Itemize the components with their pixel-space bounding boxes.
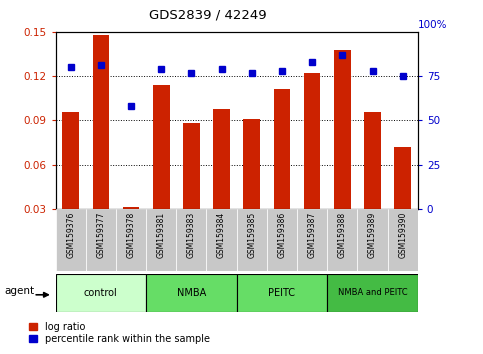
Text: GSM159388: GSM159388 [338, 212, 347, 258]
Bar [364, 112, 381, 209]
Text: NMBA and PEITC: NMBA and PEITC [338, 289, 407, 297]
Text: control: control [84, 288, 118, 298]
Bar [304, 73, 320, 209]
Bar [327, 274, 418, 312]
Bar [146, 274, 237, 312]
Text: GSM159390: GSM159390 [398, 212, 407, 258]
Bar [334, 50, 351, 209]
Text: GDS2839 / 42249: GDS2839 / 42249 [149, 9, 267, 22]
Bar [62, 112, 79, 209]
Bar [274, 89, 290, 209]
Bar [183, 123, 199, 209]
Text: GSM159377: GSM159377 [96, 212, 105, 258]
Text: GSM159378: GSM159378 [127, 212, 136, 258]
Text: NMBA: NMBA [177, 288, 206, 298]
Text: GSM159387: GSM159387 [308, 212, 317, 258]
Bar [56, 209, 86, 271]
Text: GSM159381: GSM159381 [156, 212, 166, 258]
Text: 100%: 100% [418, 20, 447, 30]
Text: GSM159386: GSM159386 [277, 212, 286, 258]
Legend: log ratio, percentile rank within the sample: log ratio, percentile rank within the sa… [29, 322, 210, 344]
Bar [86, 209, 116, 271]
Text: GSM159384: GSM159384 [217, 212, 226, 258]
Bar [56, 274, 146, 312]
Bar [357, 209, 388, 271]
Bar [176, 209, 207, 271]
Text: GSM159383: GSM159383 [187, 212, 196, 258]
Bar [93, 35, 109, 209]
Bar [153, 85, 170, 209]
Bar [327, 209, 357, 271]
Bar [123, 207, 139, 209]
Text: GSM159385: GSM159385 [247, 212, 256, 258]
Text: PEITC: PEITC [269, 288, 296, 298]
Bar [243, 119, 260, 209]
Bar [146, 209, 176, 271]
Bar [267, 209, 297, 271]
Bar [213, 109, 230, 209]
Bar [388, 209, 418, 271]
Text: GSM159389: GSM159389 [368, 212, 377, 258]
Bar [237, 274, 327, 312]
Bar [297, 209, 327, 271]
Text: GSM159376: GSM159376 [66, 212, 75, 258]
Text: agent: agent [4, 286, 35, 296]
Bar [395, 147, 411, 209]
Bar [116, 209, 146, 271]
Bar [207, 209, 237, 271]
Bar [237, 209, 267, 271]
